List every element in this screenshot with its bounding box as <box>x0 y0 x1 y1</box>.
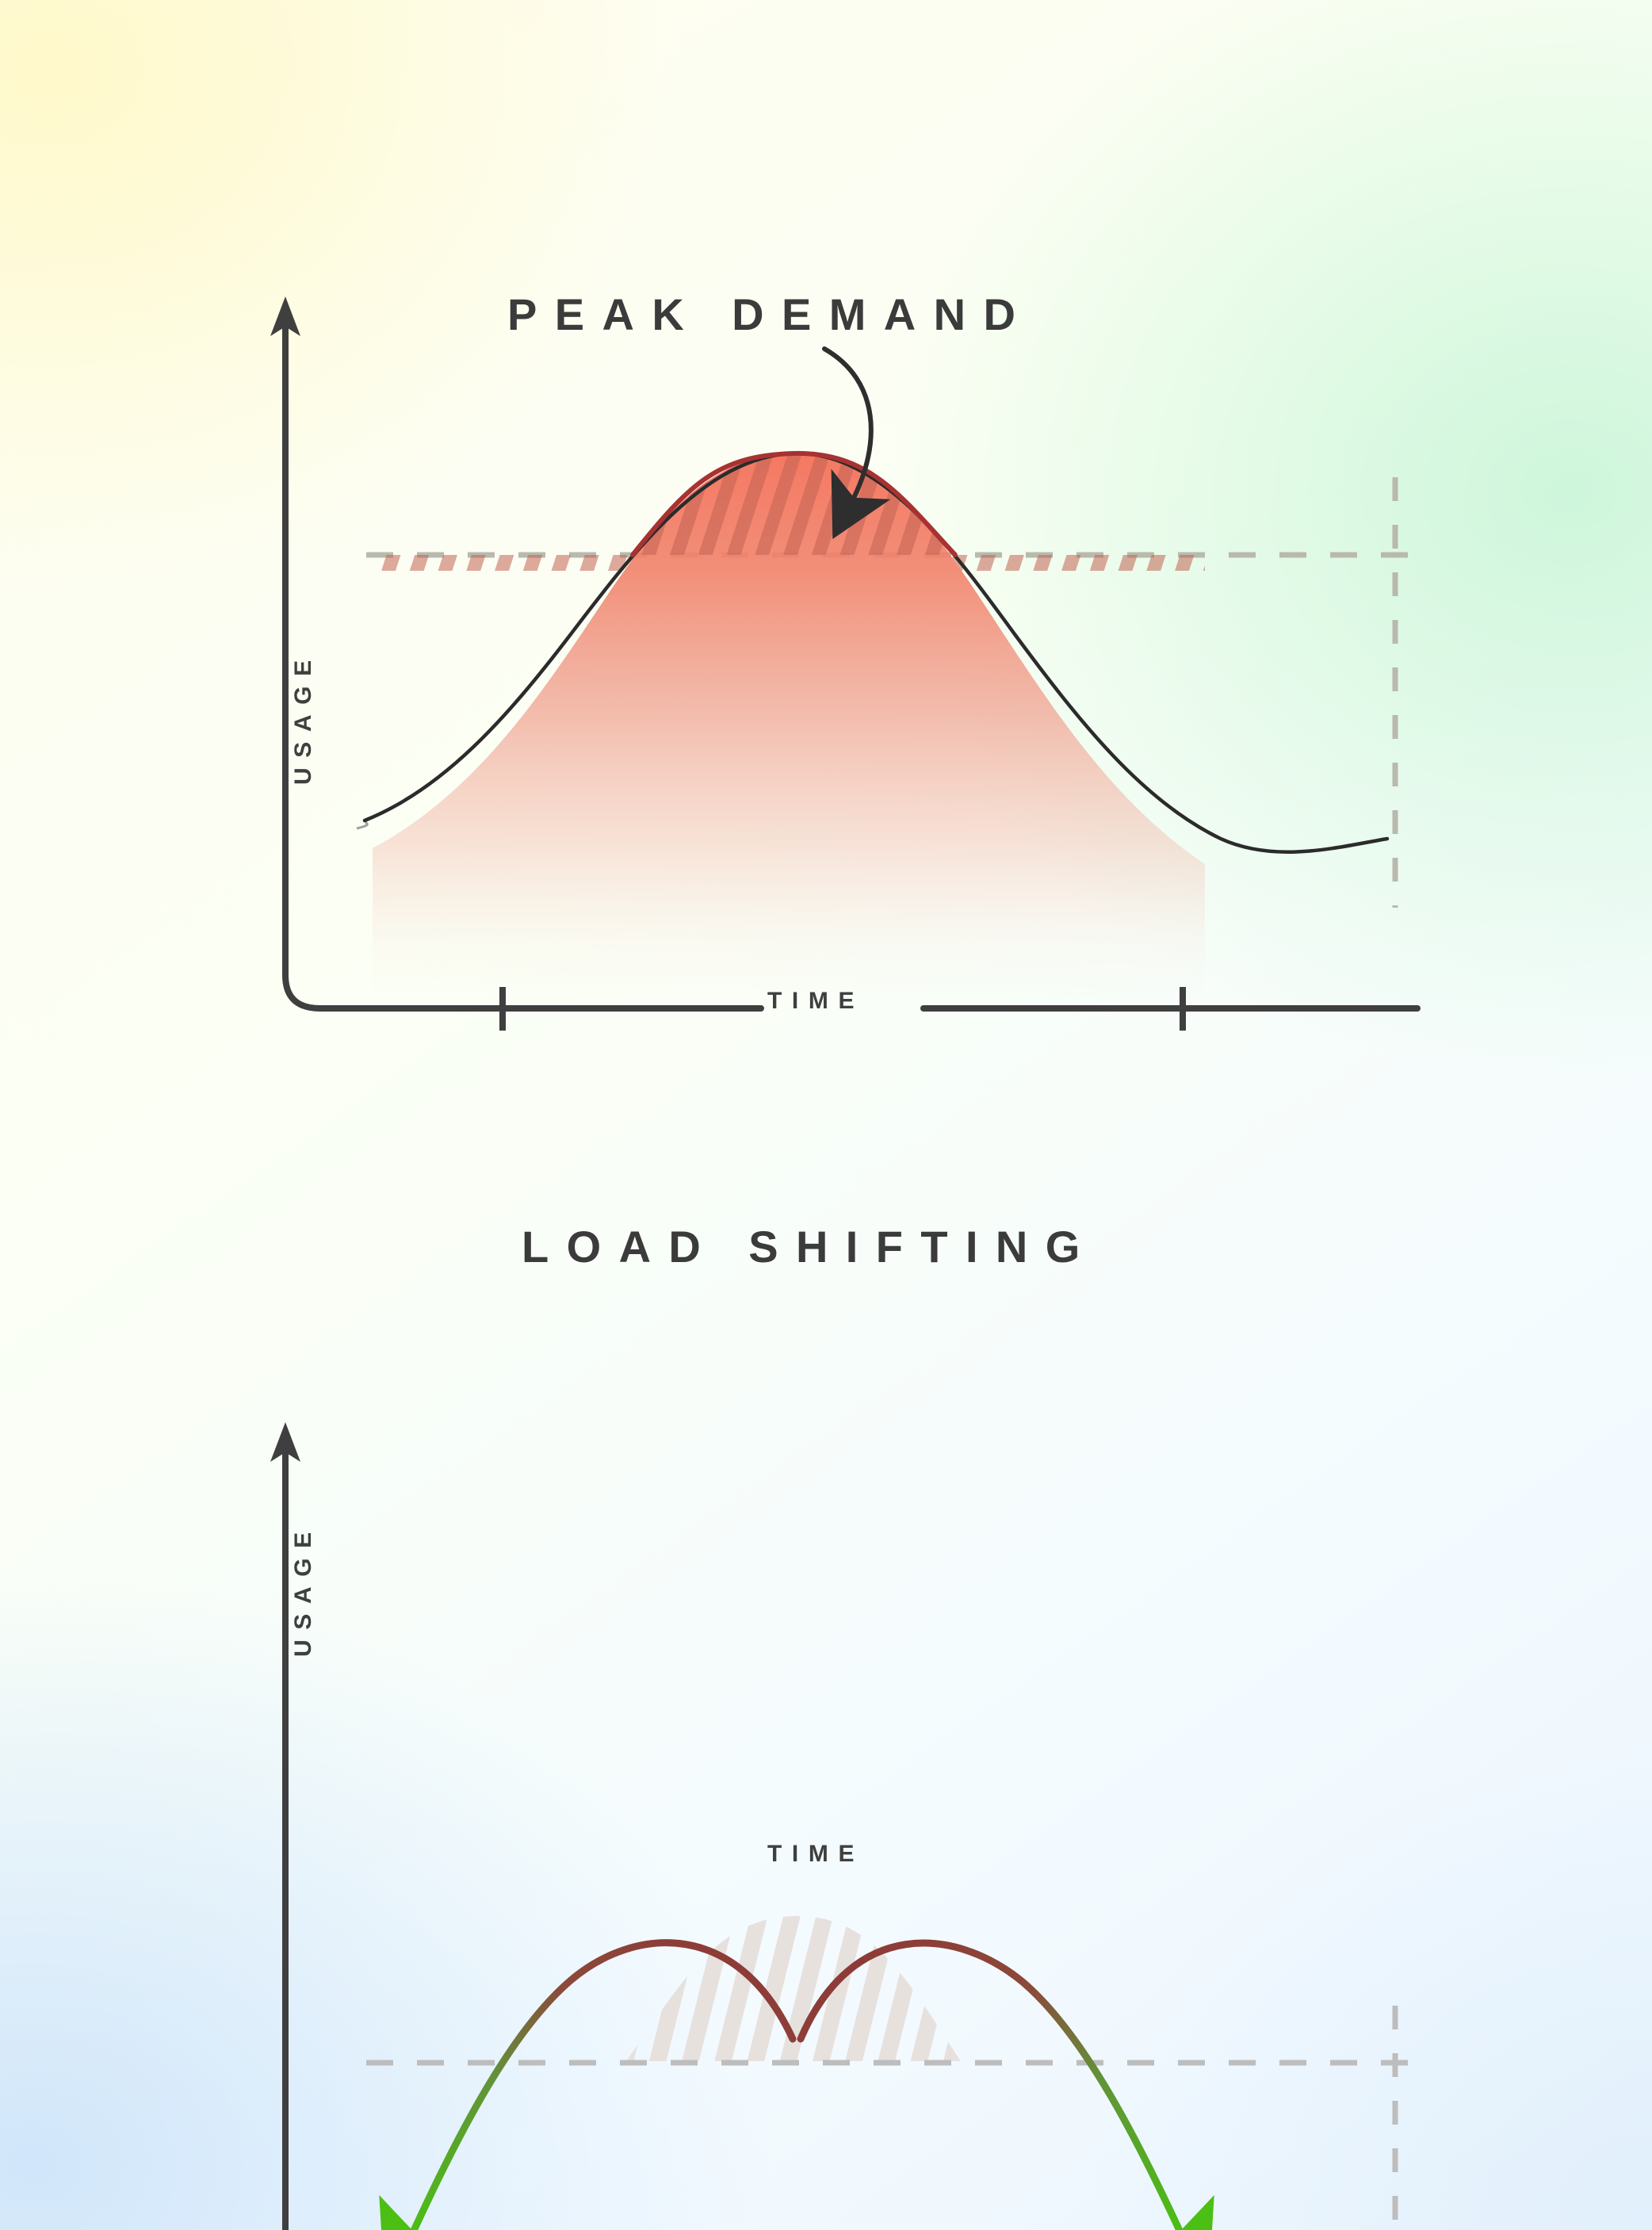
page-title-peak-demand: PEAK DEMAND <box>507 289 1034 339</box>
ghost-peak-hatch <box>626 1915 961 2061</box>
axis-left-segment-2 <box>282 1440 289 2230</box>
y-axis-arrowhead-2 <box>270 1422 300 1462</box>
axis-left-segment-1 <box>282 314 764 1012</box>
load-shift-arrow-left <box>379 1939 797 2230</box>
chart-peak-demand <box>270 296 1421 1031</box>
load-shift-arrow-right <box>797 1939 1214 2230</box>
peak-hatch-region <box>373 453 1205 571</box>
x-axis-label-2: TIME <box>767 1841 865 1867</box>
demand-curve-tail-left <box>356 820 369 830</box>
demand-area-fill <box>373 453 1205 999</box>
y-axis-label-1: USAGE <box>290 650 316 785</box>
x-axis-label-1: TIME <box>767 988 865 1014</box>
peak-annotation-arrow <box>822 346 891 540</box>
chart-load-shifting <box>270 1422 1419 2230</box>
page-title-load-shifting: LOAD SHIFTING <box>522 1222 1098 1272</box>
peak-outline <box>630 450 958 557</box>
y-axis-label-2: USAGE <box>290 1522 316 1657</box>
y-axis-arrowhead-1 <box>270 296 300 336</box>
